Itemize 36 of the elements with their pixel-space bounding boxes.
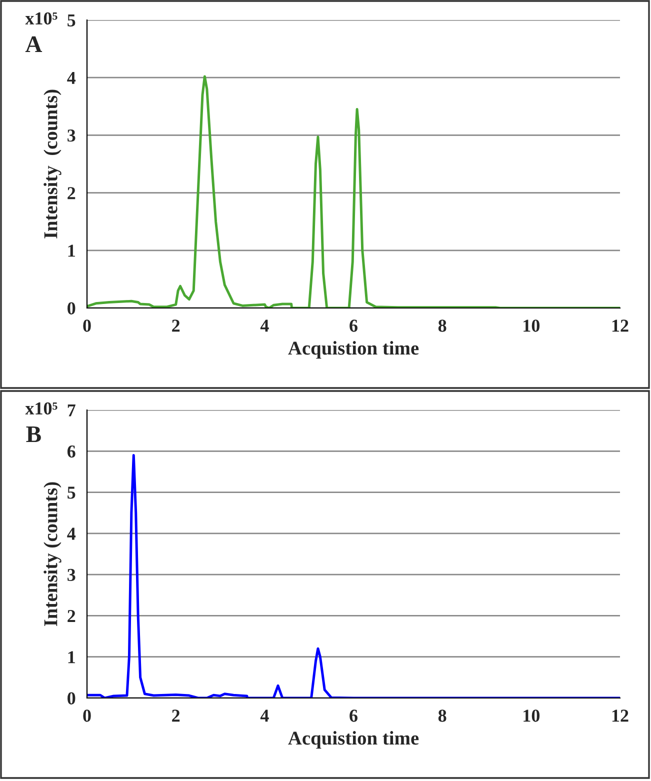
y-tick-label: 1 bbox=[68, 651, 75, 664]
x-tick-label: 10 bbox=[524, 710, 540, 722]
y-tick-label: 2 bbox=[68, 187, 76, 200]
y-tick-label: 3 bbox=[68, 568, 76, 582]
x-axis-title: Acquistion time bbox=[288, 341, 419, 359]
y-tick-label: 1 bbox=[68, 244, 75, 257]
y-tick-label: 0 bbox=[68, 302, 76, 314]
x-tick-label: 6 bbox=[350, 320, 358, 332]
y-axis-title: Intensity (counts) bbox=[44, 90, 62, 238]
y-tick-label: 4 bbox=[67, 72, 76, 84]
text: x10⁵ bbox=[25, 12, 58, 25]
x-tick-label: 8 bbox=[438, 710, 446, 722]
y-tick-label: 5 bbox=[68, 14, 76, 26]
x-tick-label: 2 bbox=[172, 320, 180, 332]
y-tick-label: 2 bbox=[68, 610, 76, 622]
x-axis-title: Acquistion time bbox=[288, 731, 419, 749]
x-tick-label: 0 bbox=[83, 710, 91, 722]
x-tick-label: 0 bbox=[83, 320, 91, 332]
x-tick-label: 4 bbox=[260, 320, 269, 332]
y-tick-label: 5 bbox=[68, 486, 76, 499]
y-tick-label: 7 bbox=[68, 404, 76, 416]
x-tick-label: 12 bbox=[612, 710, 628, 722]
y-tick-label: 3 bbox=[68, 130, 76, 142]
y-tick-label: 6 bbox=[67, 445, 76, 458]
y-axis-title: Intensity (counts) bbox=[44, 482, 62, 626]
x-tick-label: 4 bbox=[260, 710, 269, 722]
text: A bbox=[25, 36, 42, 52]
text: x10⁵ bbox=[25, 402, 58, 415]
y-tick-label: 4 bbox=[67, 528, 76, 540]
x-tick-label: 6 bbox=[350, 710, 358, 722]
x-tick-label: 12 bbox=[612, 320, 628, 332]
x-tick-label: 10 bbox=[524, 320, 540, 332]
x-tick-label: 2 bbox=[172, 710, 180, 722]
y-tick-label: 0 bbox=[68, 692, 76, 704]
text: B bbox=[26, 426, 41, 442]
x-tick-label: 8 bbox=[438, 320, 446, 332]
